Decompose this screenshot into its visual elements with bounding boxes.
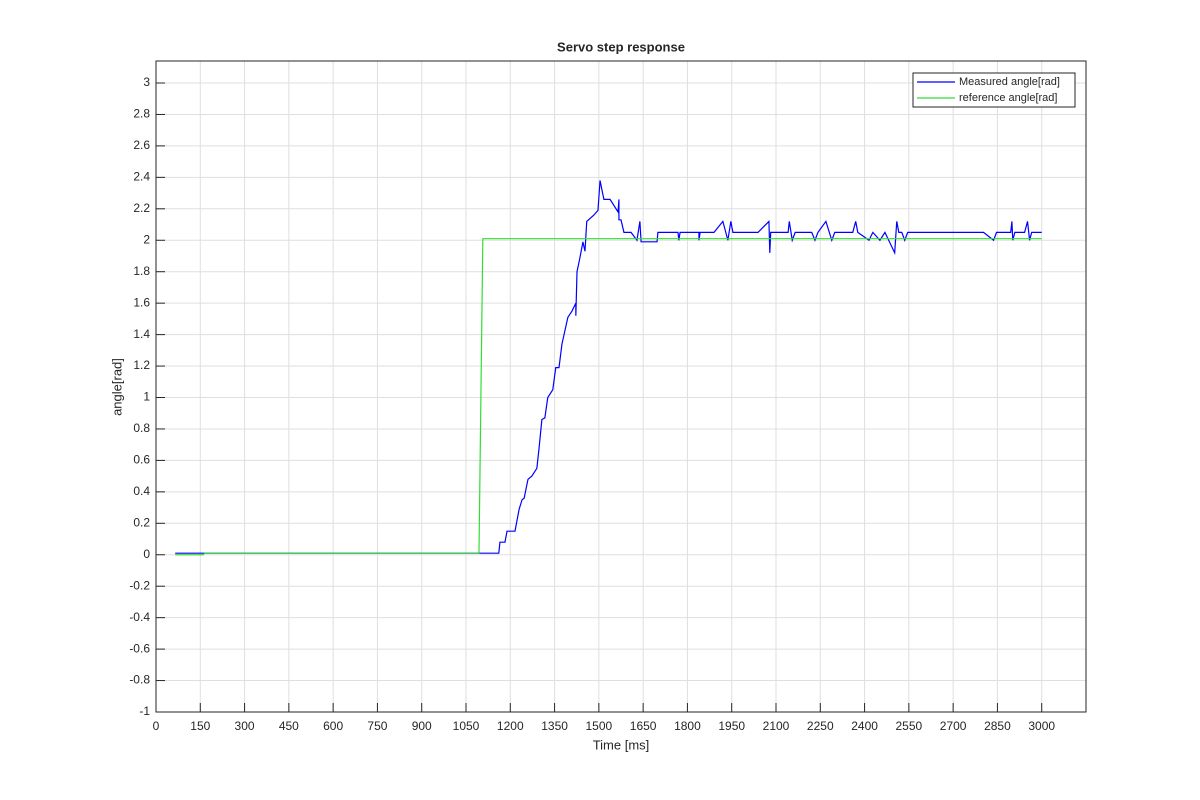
chart-title: Servo step response [557, 39, 685, 54]
x-tick-label: 1800 [674, 719, 701, 733]
x-axis-label: Time [ms] [593, 737, 650, 752]
x-tick-label: 1050 [453, 719, 480, 733]
x-tick-label: 1650 [630, 719, 657, 733]
y-tick-label: 0.4 [133, 484, 150, 498]
x-tick-label: 1950 [718, 719, 745, 733]
y-tick-label: 2.2 [133, 201, 150, 215]
legend-label: reference angle[rad] [959, 92, 1057, 104]
y-tick-label: 0.6 [133, 453, 150, 467]
data-line [175, 180, 1042, 554]
y-tick-label: 2.8 [133, 107, 150, 121]
y-tick-label: 1.6 [133, 295, 150, 309]
y-tick-label: 0 [143, 547, 150, 561]
x-tick-label: 300 [235, 719, 255, 733]
x-tick-label: 150 [190, 719, 210, 733]
x-tick-label: 900 [412, 719, 432, 733]
y-tick-label: -0.2 [129, 578, 150, 592]
legend-label: Measured angle[rad] [959, 76, 1060, 88]
x-tick-label: 600 [323, 719, 343, 733]
y-tick-label: 1.2 [133, 358, 150, 372]
x-tick-label: 450 [279, 719, 299, 733]
x-tick-label: 1200 [497, 719, 524, 733]
x-tick-label: 2400 [851, 719, 878, 733]
y-tick-label: -0.4 [129, 610, 150, 624]
x-tick-label: 0 [153, 719, 160, 733]
y-tick-label: -0.8 [129, 673, 150, 687]
y-tick-label: 3 [143, 75, 150, 89]
y-tick-label: 2.4 [133, 170, 150, 184]
y-tick-label: 1 [143, 390, 150, 404]
x-tick-label: 2250 [807, 719, 834, 733]
y-tick-label: -0.6 [129, 641, 150, 655]
x-tick-label: 750 [367, 719, 387, 733]
x-tick-label: 2700 [940, 719, 967, 733]
y-tick-label: -1 [139, 704, 150, 718]
x-tick-label: 2550 [896, 719, 923, 733]
plot-area [175, 180, 1042, 556]
x-tick-label: 1500 [586, 719, 613, 733]
axes-box [155, 60, 1087, 713]
x-tick-label: 2850 [984, 719, 1011, 733]
y-tick-label: 0.2 [133, 515, 150, 529]
x-tick-label: 1350 [541, 719, 568, 733]
y-tick-label: 0.8 [133, 421, 150, 435]
x-tick-label: 3000 [1028, 719, 1055, 733]
y-tick-label: 1.4 [133, 327, 150, 341]
y-tick-label: 2.6 [133, 138, 150, 152]
grid: 0 150 300 450 600 750 900 1050 1200 1350 1500 1650 1… [129, 61, 1086, 733]
legend: Measured angle[rad] reference angle[rad] [912, 72, 1076, 108]
legend-box [912, 72, 1076, 108]
x-tick-label: 2100 [763, 719, 790, 733]
data-line [175, 238, 1042, 556]
y-tick-label: 2 [143, 232, 150, 246]
y-tick-label: 1.8 [133, 264, 150, 278]
y-axis-label: angle[rad] [109, 358, 124, 416]
